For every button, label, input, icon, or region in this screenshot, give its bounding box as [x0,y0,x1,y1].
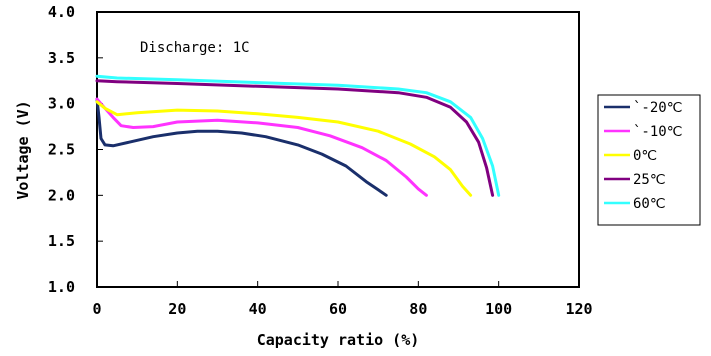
series-line-4 [95,74,501,197]
plot-frame [96,11,580,288]
y-tick-label: 3.5 [48,49,75,67]
x-tick-label: 20 [168,300,186,318]
legend-label: 60℃ [633,196,666,212]
series-line-1 [95,97,428,197]
y-tick-label: 4.0 [48,3,75,21]
y-tick-label: 2.5 [48,141,75,159]
legend-label: `-20℃ [633,100,682,116]
y-tick-label: 3.0 [48,95,75,113]
legend: `-20℃ `-10℃ 0℃ 25℃ 60℃ [597,94,701,226]
x-tick-label: 0 [92,300,101,318]
legend-entries: `-20℃ `-10℃ 0℃ 25℃ 60℃ [604,100,682,212]
y-axis-label: Voltage (V) [14,100,32,199]
legend-label: 0℃ [633,148,657,164]
y-tick-label: 1.0 [48,278,75,296]
y-tick-label: 2.0 [48,186,75,204]
series-line-2 [95,100,473,197]
x-tick-label: 100 [485,300,512,318]
x-tick-label: 60 [329,300,347,318]
x-axis-label: Capacity ratio (%) [257,331,420,349]
legend-label: `-10℃ [633,124,682,140]
annotation-text: Discharge: 1C [140,40,250,56]
legend-label: 25℃ [633,172,666,188]
x-axis-ticks: 0 20 40 60 80 100 120 [92,281,593,318]
y-axis-ticks: 1.0 1.5 2.0 2.5 3.0 3.5 4.0 [48,3,103,296]
x-tick-label: 120 [565,300,592,318]
y-tick-label: 1.5 [48,232,75,250]
series-line-0 [95,97,388,197]
x-tick-label: 80 [409,300,427,318]
series-lines [95,74,501,197]
series-line-3 [95,79,495,197]
x-tick-label: 40 [249,300,267,318]
